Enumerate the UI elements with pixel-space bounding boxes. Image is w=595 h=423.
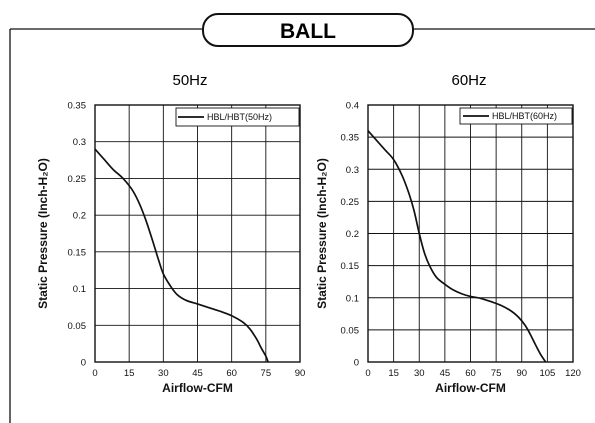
- x-axis-title: Airflow-CFM: [162, 381, 233, 395]
- y-tick-label: 0.05: [341, 325, 360, 336]
- plot-area-border: [94, 104, 301, 363]
- x-tick-label: 45: [440, 368, 451, 379]
- legend-box: [459, 107, 573, 125]
- y-tick-label: 0.1: [73, 284, 86, 295]
- y-tick-label: 0.35: [68, 101, 87, 112]
- x-tick-label: 0: [92, 368, 97, 379]
- x-tick-label: 75: [261, 368, 272, 379]
- legend-label: HBL/HBT(50Hz): [207, 112, 272, 122]
- y-tick-label: 0.2: [346, 229, 359, 240]
- x-axis-title: Airflow-CFM: [435, 381, 506, 395]
- series-line-60hz: [367, 130, 547, 363]
- y-tick-label: 0.35: [341, 133, 360, 144]
- x-tick-label: 45: [192, 368, 203, 379]
- legend-box: [175, 107, 300, 127]
- x-tick-label: 60: [465, 368, 476, 379]
- y-axis-title: Static Pressure (Inch-H₂O): [36, 158, 50, 309]
- x-tick-label: 90: [516, 368, 527, 379]
- y-tick-label: 0.1: [346, 293, 359, 304]
- y-tick-label: 0.05: [68, 321, 87, 332]
- y-tick-label: 0.15: [68, 247, 87, 258]
- legend-label: HBL/HBT(60Hz): [492, 111, 557, 121]
- plot-area-border: [367, 104, 574, 363]
- chart-60hz: 0 15 30 45 60 75 90 105 120 0 0.05 0.1 0.15 0.2 0.25 0.…: [315, 101, 581, 396]
- chart-60hz-title: 60Hz: [451, 72, 486, 89]
- y-tick-label: 0.3: [73, 137, 86, 148]
- x-tick-label: 30: [158, 368, 169, 379]
- y-axis-title: Static Pressure (Inch-H₂O): [315, 158, 329, 309]
- y-tick-label: 0.3: [346, 165, 359, 176]
- x-tick-label: 60: [226, 368, 237, 379]
- chart-50hz: 0 15 30 45 60 75 90 0 0.05 0.1 0.15 0.2 0.25 0.3 0.35 H…: [36, 101, 305, 396]
- y-tick-label: 0: [81, 358, 86, 369]
- title-badge: [202, 13, 414, 47]
- x-tick-label: 75: [491, 368, 502, 379]
- y-tick-label: 0.15: [341, 261, 360, 272]
- x-tick-label: 90: [295, 368, 306, 379]
- x-tick-label: 30: [414, 368, 425, 379]
- y-tick-label: 0.25: [341, 197, 360, 208]
- page-title: BALL: [280, 20, 336, 43]
- x-tick-label: 15: [124, 368, 135, 379]
- x-tick-label: 0: [365, 368, 370, 379]
- y-tick-label: 0.4: [346, 101, 359, 112]
- y-tick-label: 0.2: [73, 211, 86, 222]
- chart-50hz-title: 50Hz: [172, 72, 207, 89]
- x-tick-label: 15: [388, 368, 399, 379]
- y-tick-label: 0.25: [68, 174, 87, 185]
- x-tick-label: 120: [565, 368, 581, 379]
- x-tick-label: 105: [539, 368, 555, 379]
- series-line-50hz: [94, 148, 269, 363]
- y-tick-label: 0: [354, 358, 359, 369]
